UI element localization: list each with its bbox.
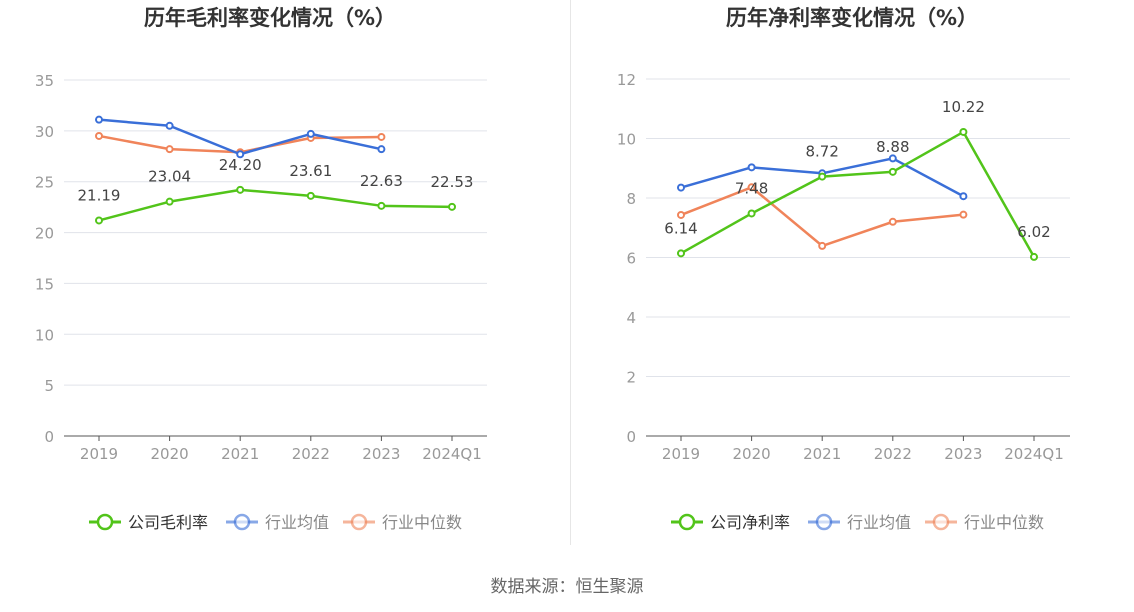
x-tick-label: 2022 [292, 445, 330, 463]
data-label: 8.88 [876, 138, 909, 156]
y-tick-label: 4 [626, 309, 636, 327]
y-tick-label: 15 [35, 275, 54, 293]
data-point-industry_median [959, 210, 968, 219]
data-label: 22.63 [360, 172, 403, 190]
y-tick-label: 0 [626, 428, 636, 446]
x-tick-label: 2021 [221, 445, 259, 463]
legend-label-industry_median: 行业中位数 [382, 513, 462, 532]
data-point-industry_median [377, 132, 386, 141]
x-tick-label: 2023 [362, 445, 400, 463]
data-point-company [165, 197, 174, 206]
y-tick-label: 35 [35, 72, 54, 90]
data-label: 6.14 [664, 219, 697, 237]
data-source-caption: 数据来源：恒生聚源 [490, 577, 644, 597]
data-label: 21.19 [78, 186, 121, 204]
data-point-industry_avg [377, 145, 386, 154]
legend-marker-company [678, 513, 696, 531]
y-tick-label: 20 [35, 225, 54, 243]
data-label: 24.20 [219, 156, 262, 174]
legend-label-company: 公司毛利率 [128, 513, 208, 532]
data-label: 22.53 [431, 173, 474, 191]
x-tick-label: 2020 [733, 445, 771, 463]
data-point-industry_median [95, 131, 103, 140]
legend-label-company: 公司净利率 [710, 513, 790, 532]
data-point-company [677, 249, 685, 258]
net-margin-chart: 历年净利率变化情况（%） 0 2 4 6 8 10 12 2019 2020 2021 2022 202… [617, 6, 1070, 532]
x-tick-label: 2019 [662, 445, 700, 463]
data-point-industry_median [888, 217, 897, 226]
legend-label-industry_avg: 行业均值 [265, 513, 329, 532]
data-label: 10.22 [942, 98, 985, 116]
data-point-company [959, 127, 968, 136]
data-point-industry_avg [236, 150, 245, 159]
data-label: 8.72 [805, 143, 838, 161]
x-tick-label: 2021 [803, 445, 841, 463]
x-tick-label: 2023 [944, 445, 982, 463]
y-tick-label: 8 [626, 190, 636, 208]
y-tick-label: 0 [44, 428, 54, 446]
legend-label-industry_avg: 行业均值 [847, 513, 911, 532]
gross-margin-chart: 历年毛利率变化情况（%） 0 5 10 15 20 25 30 35 2019 2020 2021 20… [35, 6, 487, 532]
series-line-company [680, 130, 1036, 258]
x-tick-label: 2019 [80, 445, 118, 463]
data-label: 7.48 [735, 179, 768, 197]
data-point-industry_median [747, 183, 756, 192]
data-point-industry_avg [677, 183, 685, 192]
data-point-industry_avg [306, 129, 315, 138]
y-tick-label: 10 [35, 326, 54, 344]
series-line-industry_median [680, 186, 964, 248]
chart-title: 历年毛利率变化情况（%） [144, 6, 396, 30]
data-point-company [306, 191, 315, 200]
x-tick-label: 2024Q1 [1004, 445, 1064, 463]
y-tick-label: 2 [626, 369, 636, 387]
data-point-company [888, 167, 897, 176]
data-point-industry_median [818, 241, 827, 250]
y-tick-label: 6 [626, 250, 636, 268]
data-label: 23.61 [289, 162, 332, 180]
chart-title: 历年净利率变化情况（%） [726, 6, 978, 30]
data-point-company [236, 185, 245, 194]
data-point-company [1030, 252, 1038, 261]
legend-marker-industry_avg [233, 513, 251, 531]
y-tick-label: 30 [35, 123, 54, 141]
data-point-industry_avg [95, 115, 103, 124]
legend-label-industry_median: 行业中位数 [964, 513, 1044, 532]
data-point-industry_avg [165, 121, 174, 130]
data-point-industry_avg [747, 163, 756, 172]
legend-marker-industry_avg [815, 513, 833, 531]
y-tick-label: 10 [617, 131, 636, 149]
x-tick-label: 2024Q1 [422, 445, 482, 463]
data-label: 6.02 [1017, 223, 1050, 241]
data-point-industry_median [165, 145, 174, 154]
x-tick-label: 2020 [151, 445, 189, 463]
data-point-industry_avg [888, 154, 897, 163]
series-line-company [98, 188, 453, 222]
x-tick-label: 2022 [874, 445, 912, 463]
data-point-company [377, 201, 386, 210]
y-tick-label: 25 [35, 174, 54, 192]
legend-marker-company [96, 513, 114, 531]
data-point-company [95, 216, 103, 225]
data-point-company [818, 172, 827, 181]
y-tick-label: 12 [617, 71, 636, 89]
legend-marker-industry_median [932, 513, 950, 531]
y-tick-label: 5 [44, 377, 54, 395]
legend-marker-industry_median [350, 513, 368, 531]
data-point-company [747, 209, 756, 218]
data-point-industry_median [677, 210, 685, 219]
chart-divider [570, 0, 571, 545]
data-point-company [448, 202, 456, 211]
data-point-industry_avg [959, 192, 968, 201]
data-label: 23.04 [148, 168, 191, 186]
